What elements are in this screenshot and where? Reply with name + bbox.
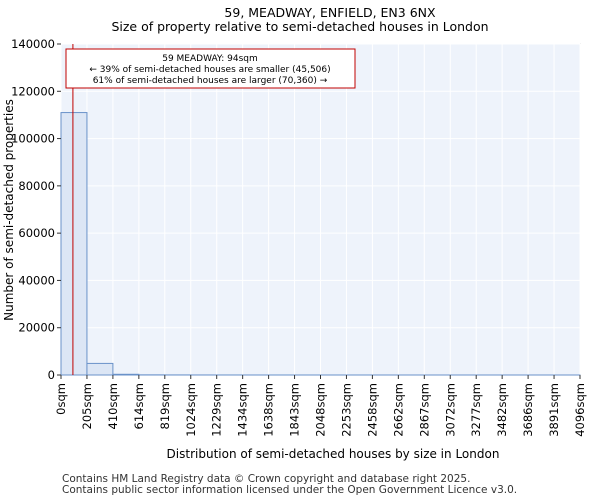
x-tick-label: 4096sqm	[573, 383, 587, 437]
bar-0sqm	[60, 112, 88, 376]
x-tick-label: 3891sqm	[547, 383, 561, 437]
y-axis-ticks: 0 20000 40000 60000 80000 100000 120000 140000	[11, 37, 61, 382]
y-tick-label: 40000	[18, 273, 55, 287]
x-tick-label: 3482sqm	[495, 383, 509, 437]
annotation-box: 59 MEADWAY: 94sqm ← 39% of semi-detached…	[65, 48, 356, 89]
chart-title: 59, MEADWAY, ENFIELD, EN3 6NX	[224, 5, 436, 20]
footer-copyright: Contains HM Land Registry data © Crown c…	[62, 473, 471, 485]
y-tick-label: 20000	[18, 321, 55, 335]
bar-205sqm	[86, 362, 114, 376]
grid	[60, 43, 581, 376]
x-axis-ticks: 0sqm 205sqm 410sqm 614sqm 819sqm 1024sqm 1229s…	[54, 375, 587, 437]
footer-licence: Contains public sector information licen…	[62, 484, 518, 496]
x-tick-label: 2253sqm	[339, 383, 353, 437]
x-tick-label: 0sqm	[54, 383, 68, 415]
x-tick-label: 819sqm	[158, 383, 172, 429]
y-tick-label: 60000	[18, 226, 55, 240]
annotation-line-3: 61% of semi-detached houses are larger (…	[93, 76, 328, 86]
x-tick-label: 2048sqm	[314, 383, 328, 437]
chart-subtitle: Size of property relative to semi-detach…	[111, 19, 488, 34]
x-tick-label: 3686sqm	[521, 383, 535, 437]
y-axis-label: Number of semi-detached properties	[2, 99, 16, 321]
annotation-line-1: 59 MEADWAY: 94sqm	[162, 54, 258, 64]
x-tick-label: 3277sqm	[469, 383, 483, 437]
x-tick-label: 2867sqm	[417, 383, 431, 437]
x-tick-label: 1024sqm	[184, 383, 198, 437]
y-tick-label: 80000	[18, 179, 55, 193]
x-tick-label: 614sqm	[132, 383, 146, 429]
x-tick-label: 410sqm	[106, 383, 120, 429]
bar-410sqm	[112, 373, 140, 376]
x-tick-label: 2662sqm	[391, 383, 405, 437]
annotation-frame	[65, 48, 356, 89]
x-tick-label: 1229sqm	[210, 383, 224, 437]
x-axis-label: Distribution of semi-detached houses by …	[167, 447, 500, 461]
x-tick-label: 3072sqm	[443, 383, 457, 437]
annotation-line-2: ← 39% of semi-detached houses are smalle…	[89, 65, 330, 75]
y-tick-label: 140000	[11, 37, 55, 51]
y-tick-label: 100000	[11, 132, 55, 146]
bars	[60, 112, 581, 376]
x-tick-label: 2458sqm	[365, 383, 379, 437]
x-tick-label: 1434sqm	[236, 383, 250, 437]
y-tick-label: 120000	[11, 84, 55, 98]
x-tick-label: 1843sqm	[288, 383, 302, 437]
x-tick-label: 205sqm	[80, 383, 94, 429]
y-tick-label: 0	[48, 368, 55, 382]
x-tick-label: 1638sqm	[262, 383, 276, 437]
